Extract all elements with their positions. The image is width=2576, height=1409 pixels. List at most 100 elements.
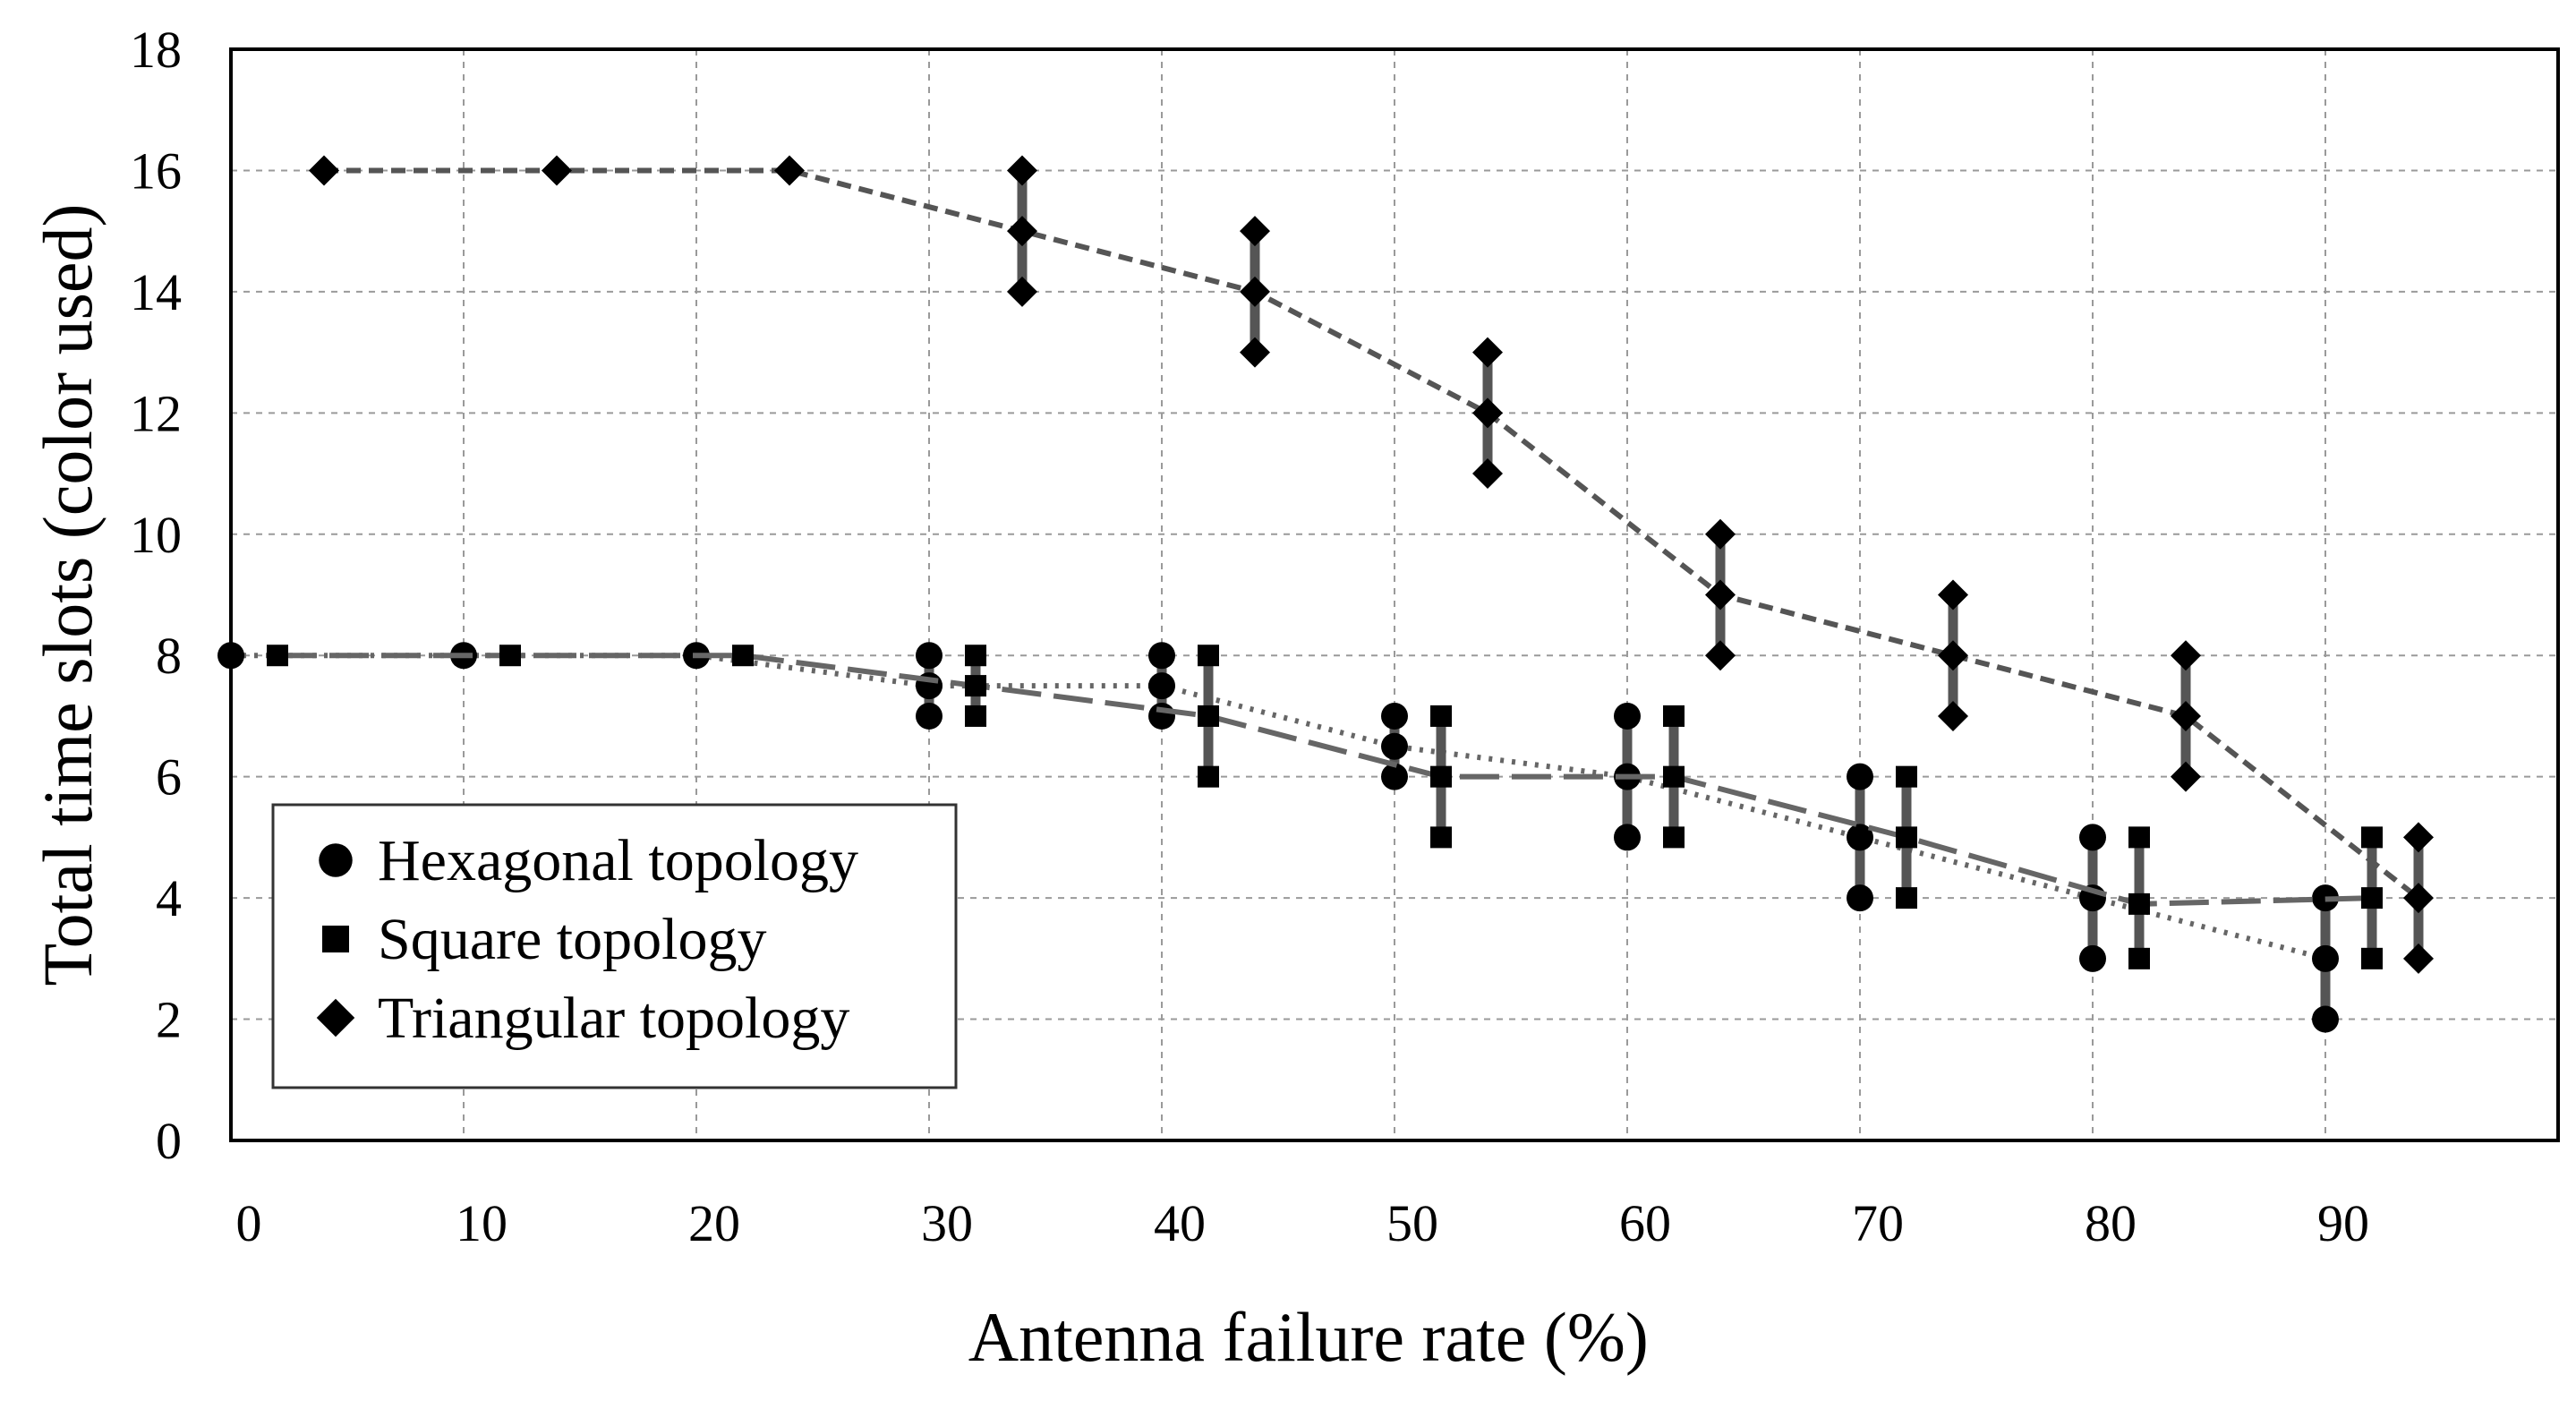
- max-marker: [1381, 702, 1408, 730]
- min-marker: [1847, 884, 1873, 912]
- series-square: [267, 645, 2383, 969]
- data-point: [309, 155, 339, 186]
- x-tick-label: 30: [921, 1194, 973, 1252]
- data-point: [1148, 672, 1175, 700]
- max-marker: [1198, 645, 1219, 667]
- max-marker: [965, 645, 986, 667]
- min-marker: [1381, 763, 1408, 790]
- data-point: [1663, 765, 1685, 788]
- min-marker: [1430, 826, 1452, 849]
- y-tick-label: 0: [156, 1112, 182, 1170]
- max-marker: [1614, 702, 1641, 730]
- data-point: [965, 675, 986, 697]
- y-tick-label: 12: [130, 384, 182, 442]
- data-point: [732, 645, 754, 667]
- data-point: [1938, 640, 1968, 671]
- data-point: [2361, 887, 2383, 909]
- data-point: [1472, 397, 1503, 429]
- min-marker: [965, 704, 986, 727]
- y-axis-title: Total time slots (color used): [29, 203, 107, 986]
- y-tick-label: 16: [130, 141, 182, 200]
- min-marker: [1663, 826, 1685, 849]
- min-marker: [2128, 947, 2150, 969]
- data-point: [1240, 276, 1270, 307]
- x-axis-title: Antenna failure rate (%): [968, 1298, 1649, 1376]
- legend-marker-square: [322, 926, 349, 952]
- data-point: [1847, 824, 1873, 851]
- plot-frame: [229, 47, 2560, 1142]
- y-tick-label: 8: [156, 627, 182, 685]
- x-tick-label: 80: [2085, 1194, 2137, 1252]
- series-diamond: [309, 155, 2434, 974]
- series-circle: [218, 642, 2339, 1033]
- data-point: [1430, 765, 1452, 788]
- min-marker: [2079, 944, 2106, 972]
- max-marker: [2171, 640, 2201, 671]
- y-tick-label: 10: [130, 506, 182, 564]
- max-marker: [2361, 826, 2383, 849]
- x-tick-label: 90: [2317, 1194, 2369, 1252]
- y-tick-label: 2: [156, 991, 182, 1049]
- min-marker: [1148, 702, 1175, 730]
- x-tick-label: 0: [236, 1194, 262, 1252]
- data-point: [267, 645, 288, 667]
- x-tick-label: 60: [1619, 1194, 1671, 1252]
- max-marker: [1430, 704, 1452, 727]
- series-line: [277, 653, 2373, 907]
- legend-marker-diamond: [316, 998, 355, 1038]
- max-marker: [1148, 642, 1175, 670]
- y-tick-label: 6: [156, 748, 182, 807]
- y-tick-label: 14: [130, 263, 182, 321]
- data-point: [1381, 732, 1408, 760]
- data-point: [542, 155, 572, 186]
- min-marker: [2361, 947, 2383, 969]
- min-marker: [1705, 640, 1736, 671]
- series-line: [324, 167, 2420, 901]
- max-marker: [1847, 763, 1873, 790]
- legend-label: Hexagonal topology: [378, 828, 858, 893]
- series-line: [231, 653, 2326, 961]
- min-marker: [2171, 761, 2201, 792]
- max-marker: [2079, 824, 2106, 851]
- series-layer: [218, 155, 2434, 1033]
- min-marker: [1614, 824, 1641, 851]
- y-tick-label: 18: [130, 21, 182, 79]
- data-point: [1705, 579, 1736, 611]
- max-marker: [1240, 216, 1270, 247]
- max-marker: [1896, 765, 1917, 788]
- max-marker: [1705, 518, 1736, 550]
- data-point: [1007, 216, 1037, 247]
- min-marker: [2312, 1005, 2339, 1033]
- legend: Hexagonal topology Square topology Triangu…: [271, 803, 958, 1089]
- max-marker: [1663, 704, 1685, 727]
- max-marker: [1472, 337, 1503, 368]
- data-point: [499, 645, 521, 667]
- data-point: [1896, 826, 1917, 849]
- legend-box: [271, 803, 958, 1089]
- data-point: [2312, 944, 2339, 972]
- max-marker: [2403, 822, 2434, 853]
- min-marker: [2403, 943, 2434, 974]
- min-marker: [1240, 337, 1270, 368]
- legend-label: Triangular topology: [378, 986, 849, 1051]
- x-tick-label: 10: [456, 1194, 508, 1252]
- legend-label: Square topology: [378, 907, 766, 972]
- x-tick-label: 70: [1852, 1194, 1904, 1252]
- min-marker: [1007, 276, 1037, 307]
- x-tick-label: 20: [688, 1194, 740, 1252]
- x-tick-label: 50: [1386, 1194, 1438, 1252]
- min-marker: [1938, 700, 1968, 731]
- data-point: [2128, 892, 2150, 915]
- min-marker: [1896, 887, 1917, 909]
- legend-items: Hexagonal topology Square topology Triangu…: [316, 828, 858, 1051]
- max-marker: [1938, 579, 1968, 611]
- tick-labels: 0 2 4 6 8 10 12 14 16 18 0 10 20 30 40 50 60 70 80 90: [130, 21, 2369, 1252]
- x-tick-label: 40: [1154, 1194, 1206, 1252]
- legend-marker-circle: [319, 843, 353, 877]
- max-marker: [2128, 826, 2150, 849]
- min-marker: [1472, 458, 1503, 490]
- data-point: [218, 642, 244, 670]
